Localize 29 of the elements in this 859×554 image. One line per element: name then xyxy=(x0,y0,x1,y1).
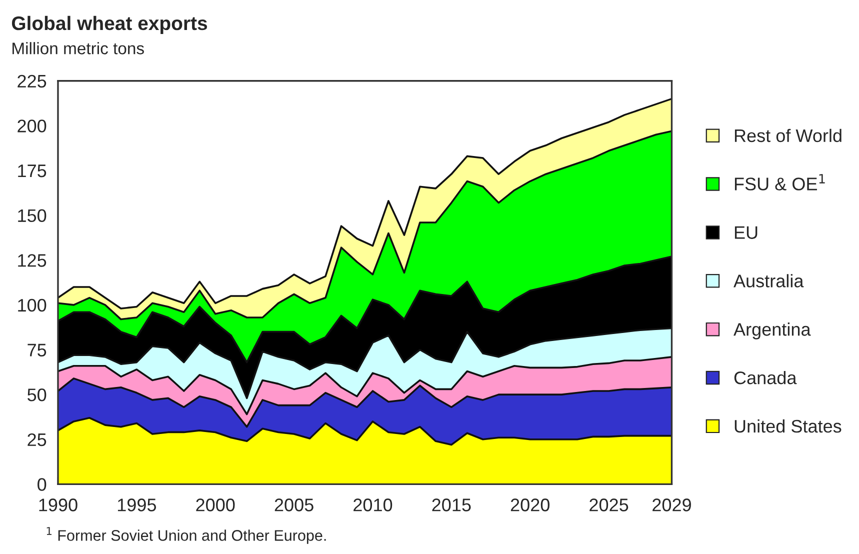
chart-title: Global wheat exports xyxy=(12,16,208,34)
y-tick-label: 125 xyxy=(18,254,46,267)
x-tick-label: 2000 xyxy=(196,498,235,512)
y-tick-label: 0 xyxy=(38,478,46,491)
x-tick-label: 1995 xyxy=(118,498,156,512)
y-tick-label: 175 xyxy=(18,164,46,178)
x-tick-label: 2015 xyxy=(432,498,471,512)
y-tick-label: 50 xyxy=(28,388,46,402)
x-tick-label: 2005 xyxy=(274,498,314,512)
y-tick-label: 75 xyxy=(28,344,46,356)
x-tick-label: 2020 xyxy=(510,498,550,512)
x-tick-label: 1990 xyxy=(39,498,78,512)
legend-label: Canada xyxy=(734,370,797,384)
legend-label: FSU & OE$^{1}$ xyxy=(734,174,825,190)
y-tick-label: 225 xyxy=(18,74,46,88)
y-tick-label: 100 xyxy=(18,298,46,312)
legend-label: EU xyxy=(734,226,758,239)
x-tick-label: 2010 xyxy=(354,498,392,512)
chart-subtitle: Million metric tons xyxy=(12,42,144,54)
legend-label: Rest of World xyxy=(734,128,842,142)
legend-label: Australia xyxy=(734,274,804,288)
y-tick-label: 150 xyxy=(18,209,46,222)
legend-label: United States xyxy=(734,419,842,433)
text: $^{1}$ Former Soviet Union and Other Europe. xyxy=(46,527,326,544)
y-tick-label: 200 xyxy=(18,120,46,132)
x-tick-label: 2025 xyxy=(590,498,628,512)
y-tick-label: 25 xyxy=(28,433,46,446)
legend-label: Argentina xyxy=(734,322,811,340)
x-tick-label: 2029 xyxy=(652,498,691,512)
